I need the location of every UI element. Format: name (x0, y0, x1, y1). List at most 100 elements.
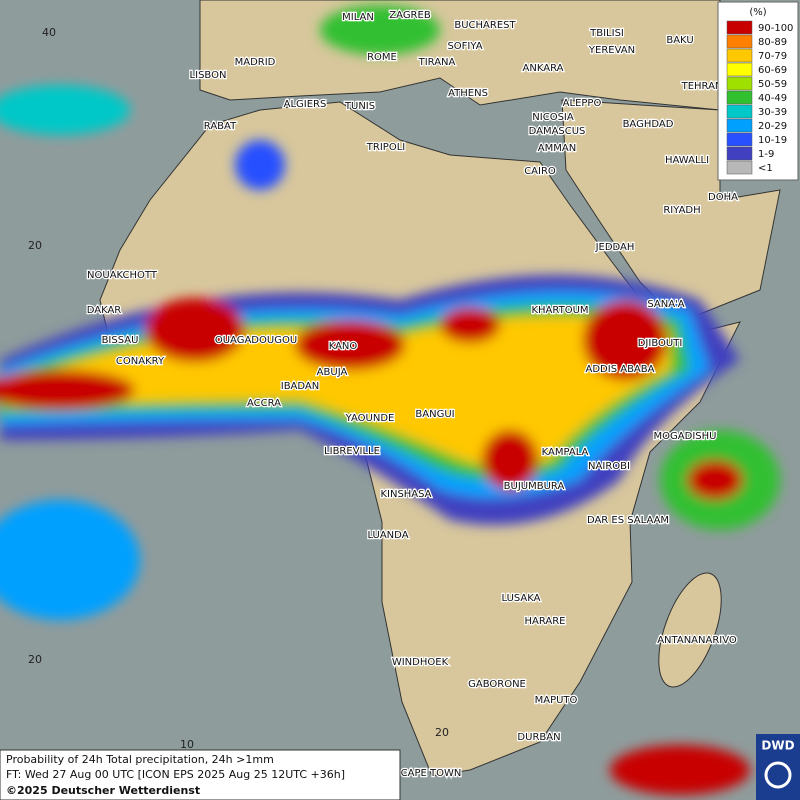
city-label: YEREVAN (588, 45, 635, 56)
city-label: HARARE (524, 616, 565, 627)
city-label: TBILISI (589, 28, 624, 39)
legend-label: 70-79 (758, 51, 787, 62)
legend-swatch (726, 76, 753, 91)
legend-label: 20-29 (758, 121, 787, 132)
info-line: FT: Wed 27 Aug 00 UTC [ICON EPS 2025 Aug… (6, 768, 345, 781)
city-label: CONAKRY (116, 356, 165, 367)
legend-swatch (726, 90, 753, 105)
city-label: ADDIS ABABA (586, 364, 655, 375)
legend-swatch (726, 118, 753, 133)
city-label: MOGADISHU (654, 431, 717, 442)
city-label: LUSAKA (502, 593, 541, 604)
city-label: JEDDAH (595, 242, 635, 253)
city-label: TUNIS (344, 101, 375, 112)
city-label: YAOUNDE (345, 413, 395, 424)
city-label: ROME (367, 52, 397, 63)
copyright: ©2025 Deutscher Wetterdienst (6, 784, 200, 797)
legend-title: (%) (749, 7, 766, 18)
city-label: HAWALLI (665, 155, 709, 166)
city-label: NOUAKCHOTT (87, 270, 158, 281)
city-label: MAPUTO (535, 695, 578, 706)
legend-swatch (726, 132, 753, 147)
legend-label: <1 (758, 163, 773, 174)
city-label: BANGUI (415, 409, 454, 420)
info-line: Probability of 24h Total precipitation, … (6, 753, 274, 766)
legend-swatch (726, 34, 753, 49)
grid-label: 40 (42, 26, 56, 39)
city-label: ANKARA (523, 63, 564, 74)
city-label: ALGIERS (284, 99, 327, 110)
legend-swatch (726, 48, 753, 63)
legend-swatch (726, 62, 753, 77)
city-label: LISBON (190, 70, 227, 81)
city-label: BAGHDAD (623, 119, 674, 130)
city-label: DAR ES SALAAM (587, 515, 669, 526)
city-label: KINSHASA (380, 489, 431, 500)
city-label: DOHA (708, 192, 738, 203)
city-label: DAKAR (87, 305, 122, 316)
city-label: MADRID (235, 57, 276, 68)
city-label: ABUJA (317, 367, 348, 378)
legend-label: 10-19 (758, 135, 787, 146)
city-label: DURBAN (517, 732, 560, 743)
city-label: LUANDA (367, 530, 408, 541)
city-label: IBADAN (281, 381, 320, 392)
legend-swatch (726, 104, 753, 119)
grid-label: 10 (180, 738, 194, 751)
city-label: BISSAU (102, 335, 139, 346)
city-label: WINDHOEK (392, 657, 449, 668)
precipitation (0, 5, 780, 795)
city-label: KANO (329, 341, 358, 352)
legend-label: 90-100 (758, 23, 793, 34)
city-label: KAMPALA (542, 447, 589, 458)
city-label: OUAGADOUGOU (215, 335, 297, 346)
city-label: DAMASCUS (529, 126, 586, 137)
city-label: DJIBOUTI (638, 338, 683, 349)
city-label: TRIPOLI (366, 142, 405, 153)
city-label: NAIROBI (588, 461, 630, 472)
city-label: SANA'A (647, 299, 684, 310)
legend-label: 50-59 (758, 79, 787, 90)
city-label: TIRANA (418, 57, 456, 68)
legend-label: 30-39 (758, 107, 787, 118)
logo-icon (764, 761, 792, 789)
city-label: GABORONE (468, 679, 526, 690)
city-label: ZAGREB (389, 10, 431, 21)
legend-swatch (726, 146, 753, 161)
legend-swatch (726, 20, 753, 35)
grid-label: 20 (28, 239, 42, 252)
city-label: TEHRAN (681, 81, 723, 92)
city-label: RIYADH (663, 205, 700, 216)
legend-items: 90-100 80-89 70-79 60-69 50-59 40-49 30-39 20-2… (726, 20, 793, 175)
city-label: AMMAN (538, 143, 576, 154)
legend-swatch (726, 160, 753, 175)
legend-label: 40-49 (758, 93, 787, 104)
city-label: LIBREVILLE (324, 446, 380, 457)
city-labels: MILAN ZAGREB BUCHAREST TBILISI BAKU YEREVAN RO… (85, 9, 739, 781)
city-label: CAPE TOWN (401, 768, 462, 779)
city-label: ATHENS (448, 88, 488, 99)
grid-label: 20 (28, 653, 42, 666)
city-label: ALEPPO (563, 98, 602, 109)
city-label: MILAN (342, 12, 374, 23)
city-label: NICOSIA (532, 112, 574, 123)
city-label: CAIRO (524, 166, 556, 177)
logo: DWD (761, 739, 794, 753)
legend: (%) 90-100 80-89 70-79 60-69 50-59 40-49 30-39… (717, 1, 799, 181)
logo-box (756, 734, 800, 800)
grid-label: 20 (435, 726, 449, 739)
legend-label: 60-69 (758, 65, 787, 76)
legend-label: 80-89 (758, 37, 787, 48)
city-label: KHARTOUM (531, 305, 588, 316)
city-label: BAKU (666, 35, 693, 46)
city-label: RABAT (204, 121, 237, 132)
grid-labels: 40 20 20 10 20 (28, 26, 449, 751)
city-label: SOFIYA (447, 41, 482, 52)
city-label: ANTANANARIVO (657, 635, 737, 646)
legend-label: 1-9 (758, 149, 774, 160)
city-label: ACCRA (247, 398, 281, 409)
city-label: BUJUMBURA (504, 481, 565, 492)
info-box (0, 749, 401, 800)
city-label: BUCHAREST (454, 20, 516, 31)
